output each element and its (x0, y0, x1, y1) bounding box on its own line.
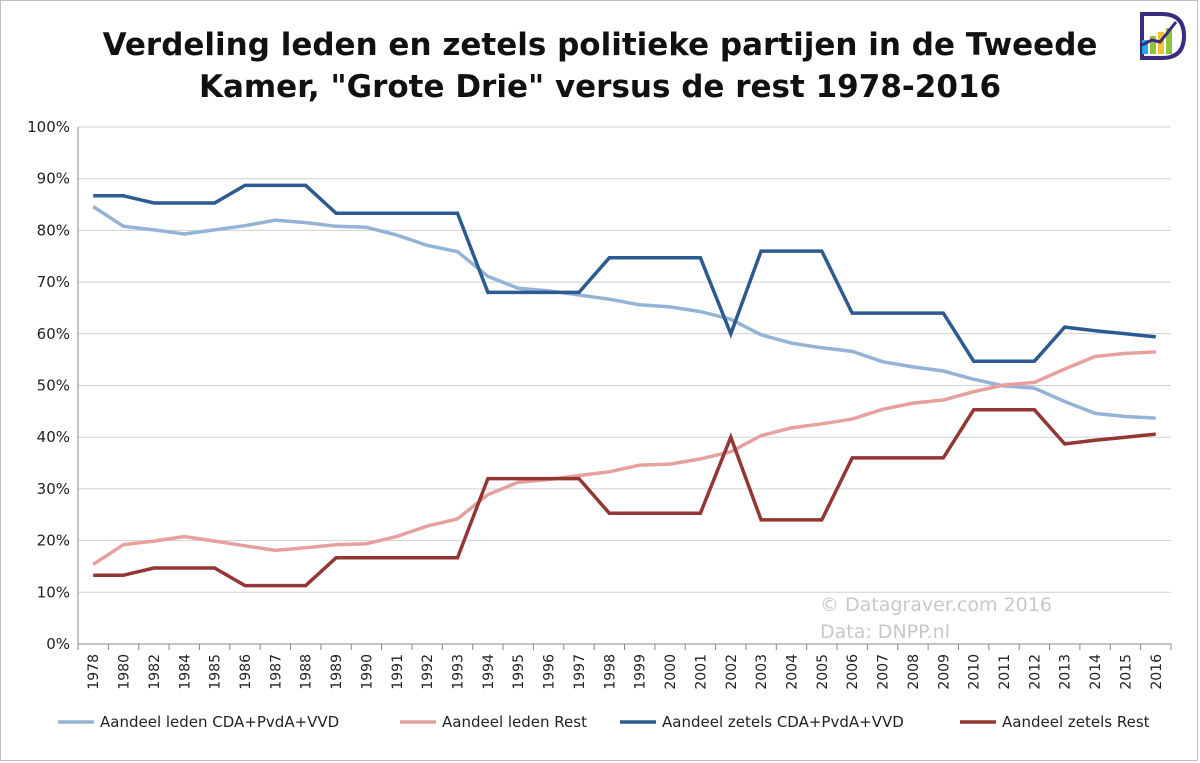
x-tick-label: 2005 (815, 654, 831, 690)
chart-title-line-1: Verdeling leden en zetels politieke part… (102, 27, 1098, 63)
legend-layer: Aandeel leden CDA+PvdA+VVD Aandeel leden … (58, 713, 1150, 731)
x-tick-label: 1994 (481, 654, 497, 690)
y-tick-label: 10% (37, 583, 70, 601)
chart-title-line-2: Kamer, "Grote Drie" versus de rest 1978-… (198, 69, 1002, 105)
x-tick-label: 1985 (208, 654, 224, 690)
x-tick-label: 1997 (572, 654, 588, 690)
x-tick-label: 1996 (542, 654, 558, 690)
y-tick-label: 40% (37, 428, 70, 446)
x-tick-label: 1993 (451, 654, 467, 690)
x-tick-label: 2000 (663, 654, 679, 690)
series-layer (92, 183, 1156, 588)
x-tick-label: 2010 (967, 654, 983, 690)
axis-layer: 0% 10% 20% 30% 40% 50% 60% 70% 80% 90% 100% 1978 198… (27, 118, 1172, 690)
y-tick-label: 20% (37, 532, 70, 550)
x-tick-label: 2013 (1058, 654, 1074, 690)
x-tick-label: 2012 (1027, 654, 1043, 690)
series-line-2 (93, 183, 1156, 363)
y-tick-label: 70% (37, 273, 70, 291)
x-tick-label: 1984 (177, 654, 193, 690)
x-tick-label: 1999 (633, 654, 649, 690)
x-tick-label: 1995 (511, 654, 527, 690)
x-tick-label: 1987 (268, 654, 284, 690)
x-tick-label: 2003 (754, 654, 770, 690)
y-tick-label: 80% (37, 221, 70, 239)
legend-label-3: Aandeel zetels Rest (1002, 713, 1150, 731)
annotation-layer: © Datagraver.com 2016 Data: DNPP.nl (820, 594, 1052, 643)
x-tick-label: 2008 (906, 654, 922, 690)
x-tick-label: 1989 (329, 654, 345, 690)
x-tick-label: 2015 (1118, 654, 1134, 690)
data-source-watermark: Data: DNPP.nl (820, 621, 950, 643)
y-tick-label: 60% (37, 325, 70, 343)
series-line-0 (92, 205, 1156, 420)
x-tick-label: 2002 (724, 654, 740, 690)
x-tick-label: 2011 (997, 654, 1013, 690)
y-tick-label: 100% (27, 118, 70, 136)
legend-label-0: Aandeel leden CDA+PvdA+VVD (100, 713, 339, 731)
x-tick-label: 1990 (359, 654, 375, 690)
legend-label-2: Aandeel zetels CDA+PvdA+VVD (662, 713, 904, 731)
series-line-1 (92, 350, 1156, 566)
x-tick-label: 2007 (876, 654, 892, 690)
y-tick-label: 50% (37, 377, 70, 395)
x-tick-label: 1986 (238, 654, 254, 690)
x-tick-label: 1988 (299, 654, 315, 690)
copyright-watermark: © Datagraver.com 2016 (820, 594, 1052, 616)
x-tick-label: 2009 (936, 654, 952, 690)
x-tick-label: 2014 (1088, 654, 1104, 690)
x-tick-label: 2016 (1149, 654, 1165, 690)
x-tick-label: 1992 (420, 654, 436, 690)
x-tick-label: 1982 (147, 654, 163, 690)
x-tick-label: 1991 (390, 654, 406, 690)
x-tick-label: 2006 (845, 654, 861, 690)
y-tick-label: 0% (46, 635, 70, 653)
x-tick-label: 2004 (784, 654, 800, 690)
legend-label-1: Aandeel leden Rest (442, 713, 587, 731)
x-tick-label: 1998 (602, 654, 618, 690)
series-line-3 (93, 408, 1156, 588)
datagraver-logo-icon (1139, 12, 1187, 60)
x-tick-label: 1978 (86, 654, 102, 690)
y-tick-label: 90% (37, 170, 70, 188)
chart-title: Verdeling leden en zetels politieke part… (40, 24, 1160, 108)
y-tick-label: 30% (37, 480, 70, 498)
x-tick-label: 1980 (117, 654, 133, 690)
x-tick-label: 2001 (693, 654, 709, 690)
